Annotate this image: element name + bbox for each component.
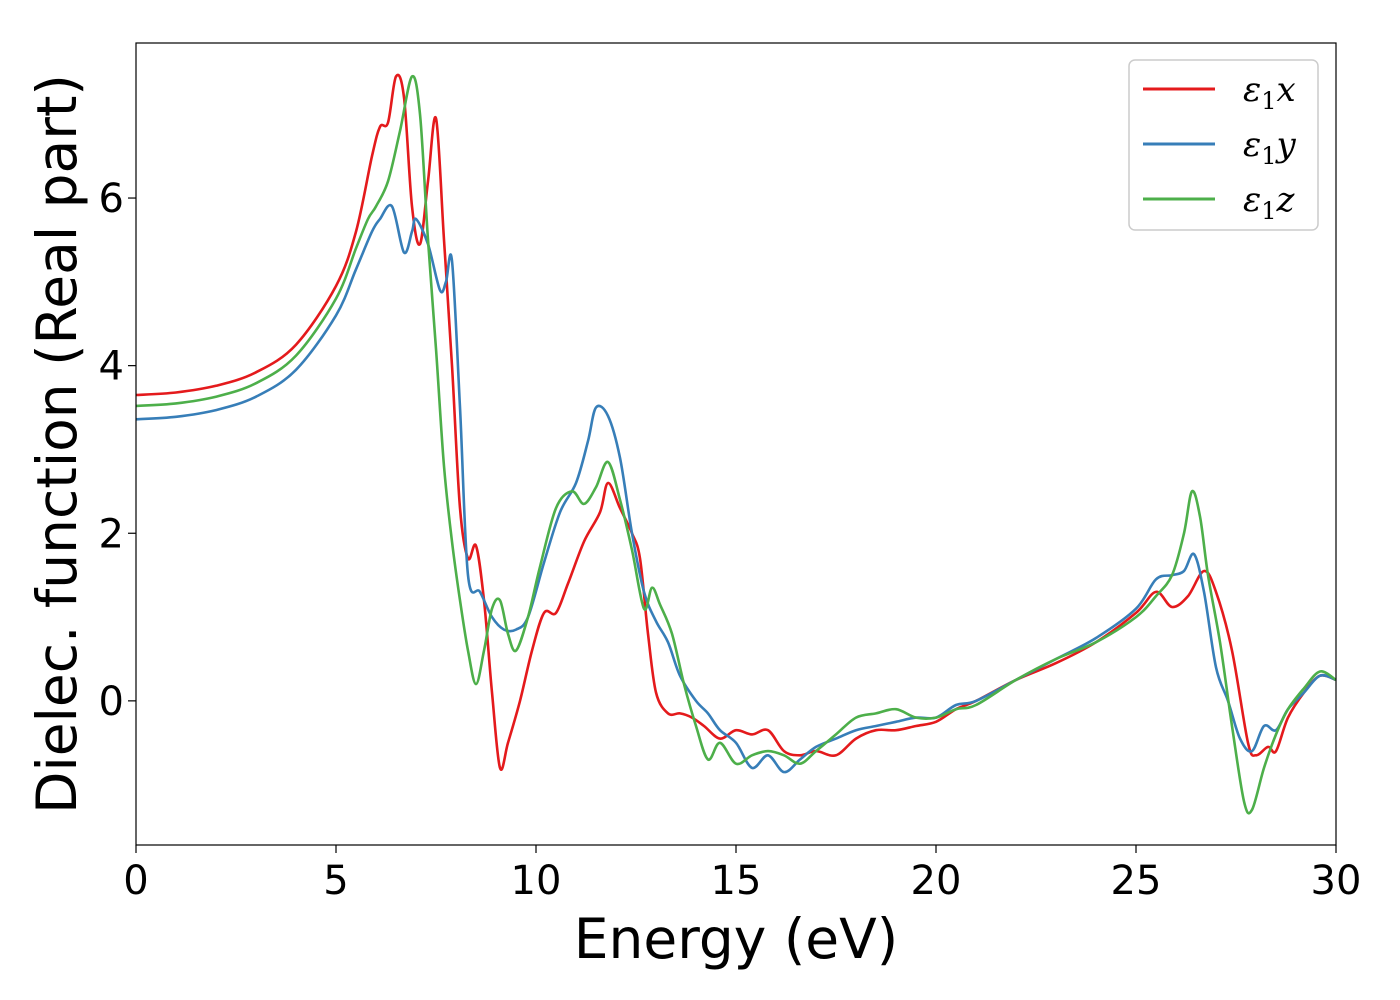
legend-item-x: ε1x [1143, 70, 1296, 115]
legend-item-y: ε1y [1143, 125, 1297, 170]
y-axis-ticks: 0 2 4 6 [99, 176, 136, 725]
series-line-z [135, 74, 1337, 815]
legend-item-z: ε1z [1143, 180, 1296, 225]
series-layer [135, 73, 1337, 815]
x-tick-label: 0 [123, 858, 148, 904]
x-tick-label: 20 [911, 858, 962, 904]
x-tick-label: 15 [711, 858, 762, 904]
legend-label: ε1y [1243, 125, 1297, 170]
legend: ε1x ε1y ε1z [1128, 59, 1319, 231]
legend-label: ε1z [1243, 180, 1296, 225]
series-line-y [135, 203, 1337, 774]
legend-items: ε1x ε1y ε1z [1143, 70, 1297, 225]
x-tick-label: 30 [1311, 858, 1362, 904]
x-axis-ticks: 0 5 10 15 20 25 30 [123, 845, 1361, 904]
x-tick-label: 5 [323, 858, 348, 904]
y-tick-label: 4 [99, 344, 124, 390]
y-axis-label: Dielec. function (Real part) [25, 74, 89, 814]
legend-box [1128, 59, 1319, 231]
x-tick-label: 10 [511, 858, 562, 904]
x-axis-label: Energy (eV) [574, 907, 898, 971]
y-tick-label: 0 [99, 679, 124, 725]
x-tick-label: 25 [1111, 858, 1162, 904]
legend-label: ε1x [1243, 70, 1296, 115]
y-tick-label: 2 [99, 511, 124, 557]
y-tick-label: 6 [99, 176, 124, 222]
